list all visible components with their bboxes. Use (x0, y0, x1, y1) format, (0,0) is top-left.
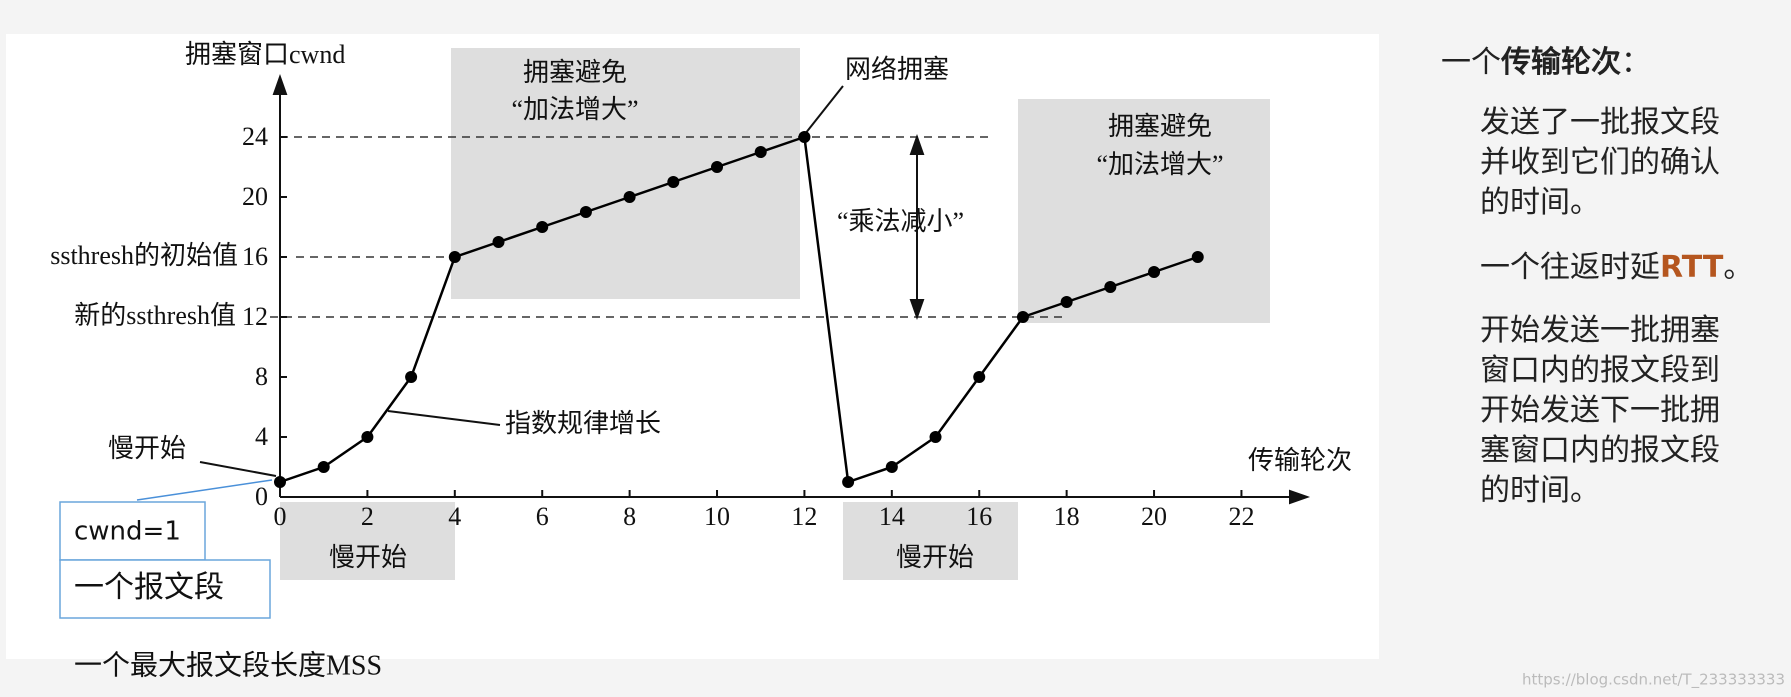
annotation: 慢开始 (329, 543, 407, 572)
point (579, 206, 592, 218)
point (798, 131, 811, 143)
point (1191, 251, 1204, 263)
text: 塞窗口内的报文段 (1480, 433, 1720, 468)
annotation: 慢开始 (896, 543, 974, 572)
shade-slow-start (280, 502, 455, 580)
pointer-line (387, 410, 501, 426)
line (279, 135, 1199, 484)
legend-box (59, 559, 271, 619)
y-axis-label: 拥塞窗口cwnd (185, 40, 345, 69)
x-tick-label: 14 (879, 502, 905, 531)
point (492, 236, 505, 248)
y-tick-label: 0 (255, 482, 268, 511)
side-title: 一个传输轮次： (1441, 43, 1651, 83)
x-tick-label: 16 (966, 502, 992, 531)
text: RTT (1660, 250, 1724, 285)
point (1104, 281, 1117, 293)
x-tick-label: 8 (623, 502, 636, 531)
y-tick-label: 16 (242, 242, 268, 271)
legend-text: cwnd=1 (74, 517, 181, 547)
y-axis-arrow (272, 73, 288, 95)
y-tick-label: 8 (255, 362, 268, 391)
point (973, 371, 986, 383)
x-tick-label: 4 (448, 502, 461, 531)
annotation: 拥塞避免 (523, 58, 627, 87)
paragraph: 发送了一批报文段 并收到它们的确认 的时间。 (1480, 103, 1720, 223)
point (885, 461, 898, 473)
point (405, 371, 418, 383)
text: 并收到它们的确认 (1480, 145, 1720, 180)
point (1016, 311, 1029, 323)
point (536, 221, 549, 233)
annotation: “加法增大” (1096, 150, 1223, 179)
text: 窗口内的报文段到 (1480, 353, 1720, 388)
shade-congestion-avoidance (451, 48, 800, 299)
pointer-line (136, 479, 273, 501)
annotation: “加法增大” (511, 95, 638, 124)
paragraph: 一个往返时延RTT。 (1480, 248, 1753, 288)
point (667, 176, 680, 188)
point (1060, 296, 1073, 308)
x-axis-arrow (1289, 489, 1311, 505)
annotation: 新的ssthresh值 (74, 301, 236, 330)
annotation: 慢开始 (108, 434, 186, 463)
x-tick-label: 0 (274, 502, 287, 531)
point (929, 431, 942, 443)
y-tick-label: 20 (242, 182, 268, 211)
text: 的时间。 (1480, 473, 1600, 508)
text: 开始发送一批拥塞 (1480, 313, 1720, 348)
x-tick-label: 2 (361, 502, 374, 531)
annotation: 指数规律增长 (505, 409, 661, 438)
decrease-arrow-heads (909, 133, 925, 321)
x-tick-label: 22 (1228, 502, 1254, 531)
y-tick-label: 4 (255, 422, 268, 451)
pointer-line (804, 85, 844, 135)
text: 的时间。 (1480, 185, 1600, 220)
point (1148, 266, 1161, 278)
annotation: 网络拥塞 (845, 55, 949, 84)
text: 开始发送下一批拥 (1480, 393, 1720, 428)
shade-congestion-avoidance (1018, 99, 1270, 323)
y-tick-label: 24 (242, 122, 268, 151)
x-tick-label: 18 (1054, 502, 1080, 531)
text: 。 (1723, 250, 1754, 285)
point (754, 146, 767, 158)
text: ： (1621, 45, 1651, 80)
x-axis-label: 传输轮次 (1248, 446, 1352, 475)
shade-slow-start (843, 502, 1018, 580)
paragraph: 开始发送一批拥塞 窗口内的报文段到 开始发送下一批拥 塞窗口内的报文段 的时间。 (1480, 311, 1720, 511)
point (317, 461, 330, 473)
text: 发送了一批报文段 (1480, 105, 1720, 140)
text: 一个往返时延 (1480, 250, 1660, 285)
point (711, 161, 724, 173)
x-tick-label: 12 (791, 502, 817, 531)
text: 一个 (1441, 45, 1501, 80)
legend-text: 一个报文段 (74, 571, 224, 604)
legend-text: 一个最大报文段长度MSS (74, 649, 382, 681)
annotation: “乘法减小” (837, 207, 964, 236)
x-tick-label: 20 (1141, 502, 1167, 531)
point (274, 476, 286, 488)
annotation: ssthresh的初始值 (50, 241, 238, 270)
annotation: 拥塞避免 (1108, 112, 1212, 141)
watermark: https://blog.csdn.net/T_233333333 (1522, 671, 1785, 690)
point (623, 191, 636, 203)
pointer-line (199, 461, 277, 477)
text: 传输轮次 (1501, 45, 1621, 80)
y-tick-label: 12 (242, 302, 268, 331)
point (842, 476, 855, 488)
x-tick-label: 6 (536, 502, 549, 531)
point (448, 251, 461, 263)
point (361, 431, 374, 443)
x-tick-label: 10 (704, 502, 730, 531)
